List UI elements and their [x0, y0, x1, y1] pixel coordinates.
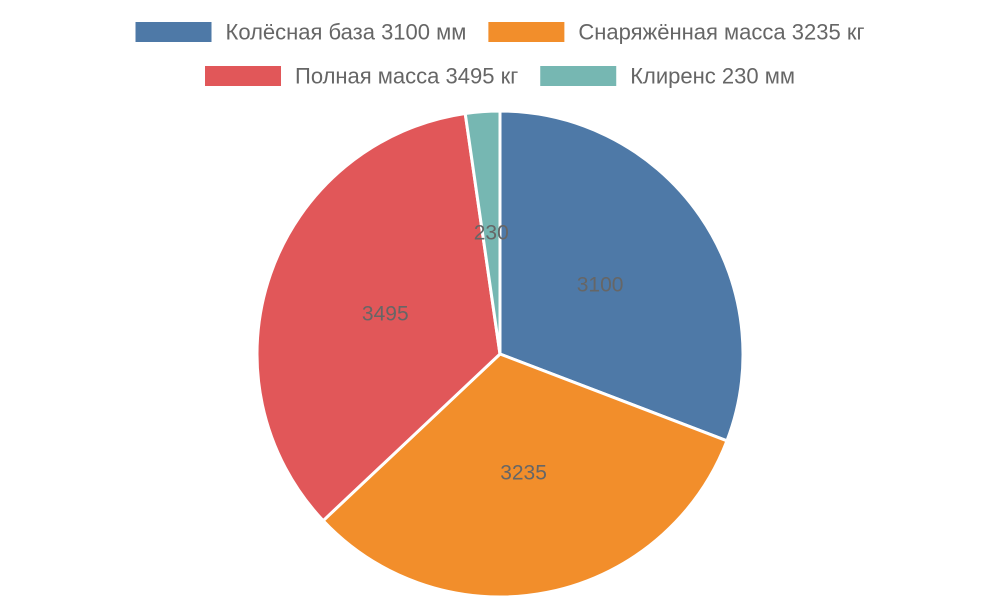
legend-label-3: Клиренс 230 мм: [630, 64, 795, 89]
pie-slice-2[interactable]: [255, 111, 502, 523]
legend-swatch-3: [540, 66, 617, 86]
legend-item-1[interactable]: Снаряжённая масса 3235 кг: [488, 20, 864, 45]
legend-label-0: Колёсная база 3100 мм: [226, 20, 467, 45]
legend-label-1: Снаряжённая масса 3235 кг: [578, 20, 864, 45]
legend-item-2[interactable]: Полная масса 3495 кг: [205, 64, 518, 89]
legend-label-2: Полная масса 3495 кг: [295, 64, 518, 89]
slice-labels: 3100 3235 3495 230: [362, 221, 624, 484]
legend-swatch-1: [488, 22, 565, 42]
pie-slice-0[interactable]: [498, 109, 745, 443]
legend-item-0[interactable]: Колёсная база 3100 мм: [135, 20, 467, 45]
pie-slices: [255, 109, 745, 599]
slice-value-label-2: 3495: [362, 302, 409, 325]
pie-slice-3[interactable]: [463, 109, 502, 355]
legend-item-3[interactable]: Клиренс 230 мм: [540, 64, 795, 89]
slice-value-label-1: 3235: [500, 462, 547, 485]
legend-swatch-2: [205, 66, 282, 86]
slice-value-label-3: 230: [474, 221, 509, 244]
legend-swatch-0: [135, 22, 212, 42]
slice-value-label-0: 3100: [577, 274, 624, 297]
pie-slice-1[interactable]: [321, 352, 729, 599]
legend: Колёсная база 3100 мм Снаряжённая масса 3…: [135, 20, 864, 89]
